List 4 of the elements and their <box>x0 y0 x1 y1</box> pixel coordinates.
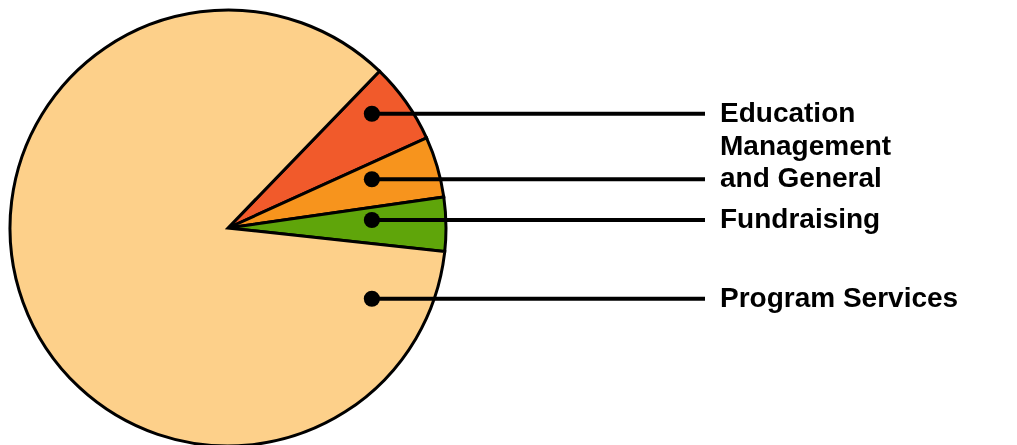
slice-label: Fundraising <box>720 203 881 235</box>
slice-label: Education <box>720 96 856 128</box>
slice-label: Management and General <box>720 130 892 194</box>
slice-label: Program Services <box>720 281 959 313</box>
